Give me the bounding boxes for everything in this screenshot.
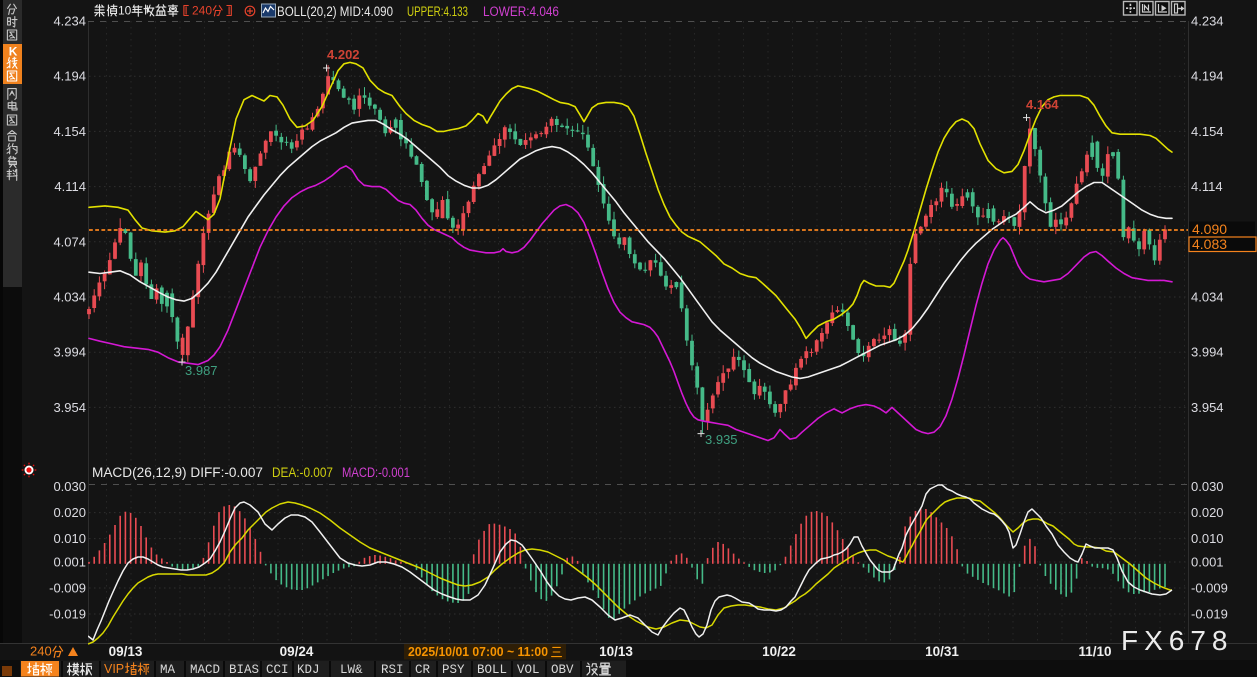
svg-text:CR: CR [415, 663, 431, 677]
svg-text:4.074: 4.074 [53, 234, 86, 249]
svg-text:4.194: 4.194 [53, 69, 86, 84]
svg-text:240: 240 [192, 3, 212, 17]
svg-text:0.030: 0.030 [53, 479, 86, 494]
svg-text:BOLL(20,2) MID:4.090: BOLL(20,2) MID:4.090 [277, 4, 393, 19]
svg-text:0.020: 0.020 [53, 505, 86, 520]
svg-text:0.001: 0.001 [1191, 555, 1224, 570]
svg-text:10/31: 10/31 [925, 644, 959, 659]
svg-text:3.994: 3.994 [53, 345, 86, 360]
svg-text:BIAS: BIAS [229, 663, 259, 677]
svg-text:4.234: 4.234 [1191, 14, 1224, 29]
svg-text:10/22: 10/22 [762, 644, 796, 659]
svg-text:BOLL: BOLL [477, 663, 507, 677]
svg-text:DEA:-0.007: DEA:-0.007 [272, 465, 333, 480]
svg-text:0.001: 0.001 [53, 555, 86, 570]
svg-text:3.954: 3.954 [1191, 400, 1224, 415]
svg-text:4.234: 4.234 [53, 14, 86, 29]
svg-text:0.030: 0.030 [1191, 479, 1224, 494]
svg-text:PSY: PSY [442, 663, 465, 677]
svg-text:VOL: VOL [517, 663, 540, 677]
svg-text:MACD:-0.001: MACD:-0.001 [342, 465, 410, 480]
svg-text:10: 10 [118, 3, 132, 17]
svg-text:MA: MA [160, 663, 176, 677]
svg-text:2025/10/01 07:00 ~ 11:00: 2025/10/01 07:00 ~ 11:00 [408, 644, 548, 659]
svg-text:3.987: 3.987 [185, 363, 218, 378]
svg-text:4.202: 4.202 [327, 47, 360, 62]
svg-text:4.164: 4.164 [1026, 97, 1059, 112]
svg-text:CCI: CCI [266, 663, 289, 677]
svg-text:4.154: 4.154 [1191, 124, 1224, 139]
svg-text:-0.009: -0.009 [49, 581, 86, 596]
svg-text:4.194: 4.194 [1191, 69, 1224, 84]
svg-text:4.083: 4.083 [1192, 236, 1227, 252]
svg-text:UPPER:4.133: UPPER:4.133 [407, 4, 468, 19]
svg-text:3.994: 3.994 [1191, 345, 1224, 360]
svg-text:4.114: 4.114 [54, 179, 86, 194]
svg-text:0.020: 0.020 [1191, 505, 1224, 520]
svg-text:KDJ: KDJ [297, 663, 320, 677]
svg-text:11/10: 11/10 [1078, 644, 1111, 659]
svg-text:OBV: OBV [551, 663, 574, 677]
svg-text:K: K [9, 45, 18, 59]
svg-text:0.010: 0.010 [53, 531, 86, 546]
svg-text:MACD(26,12,9) DIFF:-0.007: MACD(26,12,9) DIFF:-0.007 [92, 465, 263, 480]
svg-text:4.114: 4.114 [1191, 179, 1223, 194]
svg-text:LOWER:4.046: LOWER:4.046 [483, 4, 559, 19]
svg-text:4.090: 4.090 [1192, 221, 1227, 237]
svg-text:RSI: RSI [381, 663, 404, 677]
svg-text:LW&: LW& [340, 663, 363, 677]
svg-text:3.954: 3.954 [53, 400, 86, 415]
svg-text:09/13: 09/13 [109, 644, 143, 659]
svg-text:0.010: 0.010 [1191, 531, 1224, 546]
svg-text:09/24: 09/24 [280, 644, 314, 659]
svg-text:10/13: 10/13 [599, 644, 633, 659]
svg-text:4.034: 4.034 [53, 290, 86, 305]
svg-text:4.154: 4.154 [53, 124, 86, 139]
svg-text:FX678: FX678 [1121, 625, 1234, 656]
svg-text:3.935: 3.935 [705, 432, 738, 447]
svg-text:MACD: MACD [190, 663, 220, 677]
svg-text:4.034: 4.034 [1191, 290, 1224, 305]
svg-text:-0.019: -0.019 [1191, 607, 1228, 622]
svg-text:-0.009: -0.009 [1191, 581, 1228, 596]
svg-text:VIP: VIP [104, 662, 124, 676]
svg-text:-0.019: -0.019 [49, 607, 86, 622]
svg-text:240: 240 [30, 644, 52, 659]
